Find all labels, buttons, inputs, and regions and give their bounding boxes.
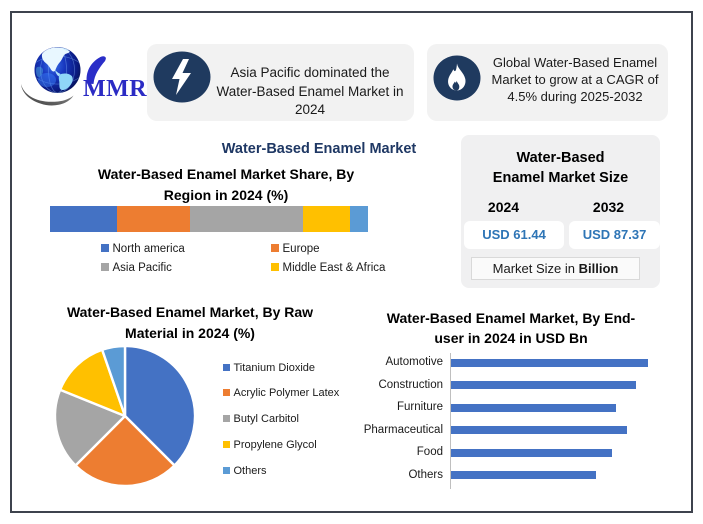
svg-text:MMR: MMR (83, 76, 147, 102)
